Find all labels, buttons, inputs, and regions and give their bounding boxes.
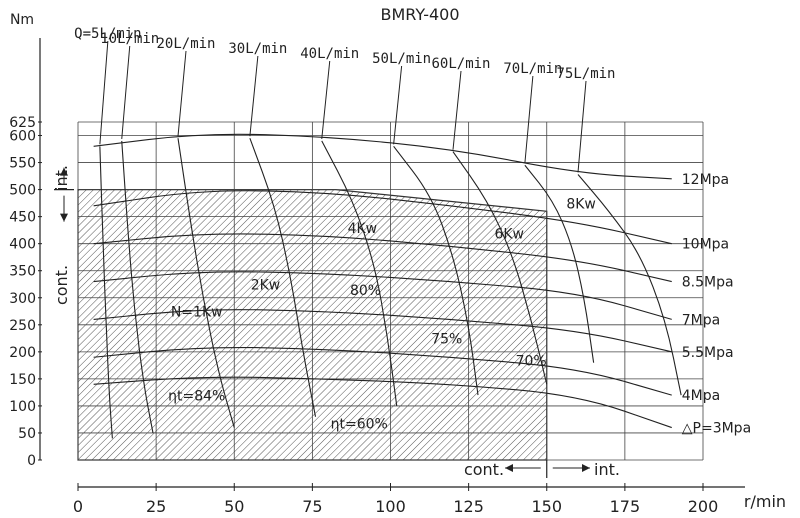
pressure-curve (93, 133, 672, 180)
y-tick-label: 400 (9, 237, 36, 253)
pressure-curve (93, 271, 672, 320)
y-tick-label: 100 (9, 399, 36, 415)
flow-leader (321, 60, 331, 139)
pressure-curve (93, 309, 672, 353)
y-tick-label: 450 (9, 210, 36, 226)
flow-leader (393, 65, 403, 145)
curve-labels: 12Mpa 10Mpa 8.5Mpa 7Mpa 5.5Mpa 4Mpa △P=3Mpa Q=5… (74, 26, 751, 437)
x-tick-label: 200 (688, 497, 719, 516)
pressure-label: △P=3Mpa (682, 421, 751, 437)
curve-annotation: 75% (431, 332, 462, 348)
flow-label: 40L/min (300, 46, 359, 62)
flow-label: 70L/min (503, 61, 562, 77)
y-tick-label: 625 (9, 115, 36, 131)
int-arrowhead-x (582, 464, 590, 472)
pressure-curve (93, 376, 672, 429)
x-tick-label: 175 (610, 497, 641, 516)
flow-curve (393, 146, 479, 396)
flow-curve (524, 164, 595, 363)
curve-annotation: ηt=84% (168, 389, 225, 405)
flow-leader (524, 75, 534, 164)
pressure-label: 10Mpa (682, 237, 729, 253)
y-tick-label: 150 (9, 372, 36, 388)
flow-curve (249, 138, 317, 417)
int-y-label: int. (52, 165, 71, 191)
pressure-label: 12Mpa (682, 172, 729, 188)
x-tick-label: 0 (73, 497, 83, 516)
pressure-curve (93, 233, 672, 283)
pressure-label: 8.5Mpa (682, 275, 734, 291)
curve-annotation: 4Kw (348, 221, 378, 237)
pressure-label: 5.5Mpa (682, 345, 734, 361)
flow-curve (577, 174, 682, 396)
y-tick-label: 50 (18, 426, 36, 442)
curve-annotation: 2Kw (251, 278, 281, 294)
curve-annotation: 70% (516, 353, 547, 369)
x-tick-label: 25 (146, 497, 166, 516)
flow-curve (452, 151, 548, 385)
curves (93, 40, 682, 439)
x-tick-label: 150 (531, 497, 562, 516)
curve-annotation: 6Kw (494, 226, 524, 242)
flow-label: 20L/min (156, 36, 215, 52)
flow-label: 75L/min (556, 66, 615, 82)
pressure-label: 7Mpa (682, 312, 720, 328)
flow-leader (121, 45, 131, 139)
flow-curve (177, 138, 235, 428)
flow-leader (177, 50, 187, 137)
flow-label: Q=5L/min (74, 26, 141, 42)
flow-label: 10L/min (100, 31, 159, 47)
x-axis-label: r/min (744, 492, 786, 511)
y-tick-label: 550 (9, 156, 36, 172)
y-axis-label: Nm (10, 12, 34, 28)
curve-annotation: 80% (350, 283, 381, 299)
chart-title: BMRY-400 (380, 5, 459, 24)
x-tick-label: 75 (302, 497, 322, 516)
cont-arrowhead-y (60, 213, 68, 222)
flow-curve (321, 140, 398, 406)
pressure-curve (93, 190, 672, 245)
flow-leader (577, 80, 587, 173)
flow-leader (249, 55, 259, 137)
curve-annotation: 8Kw (566, 197, 596, 213)
axes (39, 38, 745, 488)
pressure-label: 4Mpa (682, 388, 720, 404)
y-tick-label: 250 (9, 318, 36, 334)
x-tick-labels: 0 25 50 75 100 125 150 175 200 (73, 483, 718, 516)
pressure-curve (93, 346, 672, 396)
cont-x-label: cont. (464, 460, 504, 479)
y-tick-label: 500 (9, 183, 36, 199)
flow-curve (121, 140, 154, 434)
flow-label: 50L/min (372, 51, 431, 67)
flow-leader (99, 40, 109, 145)
y-tick-label: 200 (9, 345, 36, 361)
curve-annotation: N=1Kw (171, 305, 223, 321)
y-tick-label: 350 (9, 264, 36, 280)
int-x-label: int. (594, 460, 620, 479)
int-arrowhead-y (60, 167, 68, 176)
flow-label: 60L/min (431, 56, 490, 72)
cont-arrowhead-x (505, 464, 513, 472)
x-tick-label: 125 (453, 497, 484, 516)
x-tick-label: 100 (375, 497, 406, 516)
flow-leader (452, 70, 462, 150)
curve-annotation: ηt=60% (331, 417, 388, 433)
y-tick-label: 0 (27, 453, 36, 469)
y-tick-label: 300 (9, 291, 36, 307)
flow-label: 30L/min (228, 41, 287, 57)
cont-int-arrows (54, 167, 590, 478)
flow-curve (99, 146, 113, 439)
y-tick-label: 600 (9, 129, 36, 145)
cont-y-label: cont. (52, 265, 71, 305)
x-tick-label: 50 (224, 497, 244, 516)
